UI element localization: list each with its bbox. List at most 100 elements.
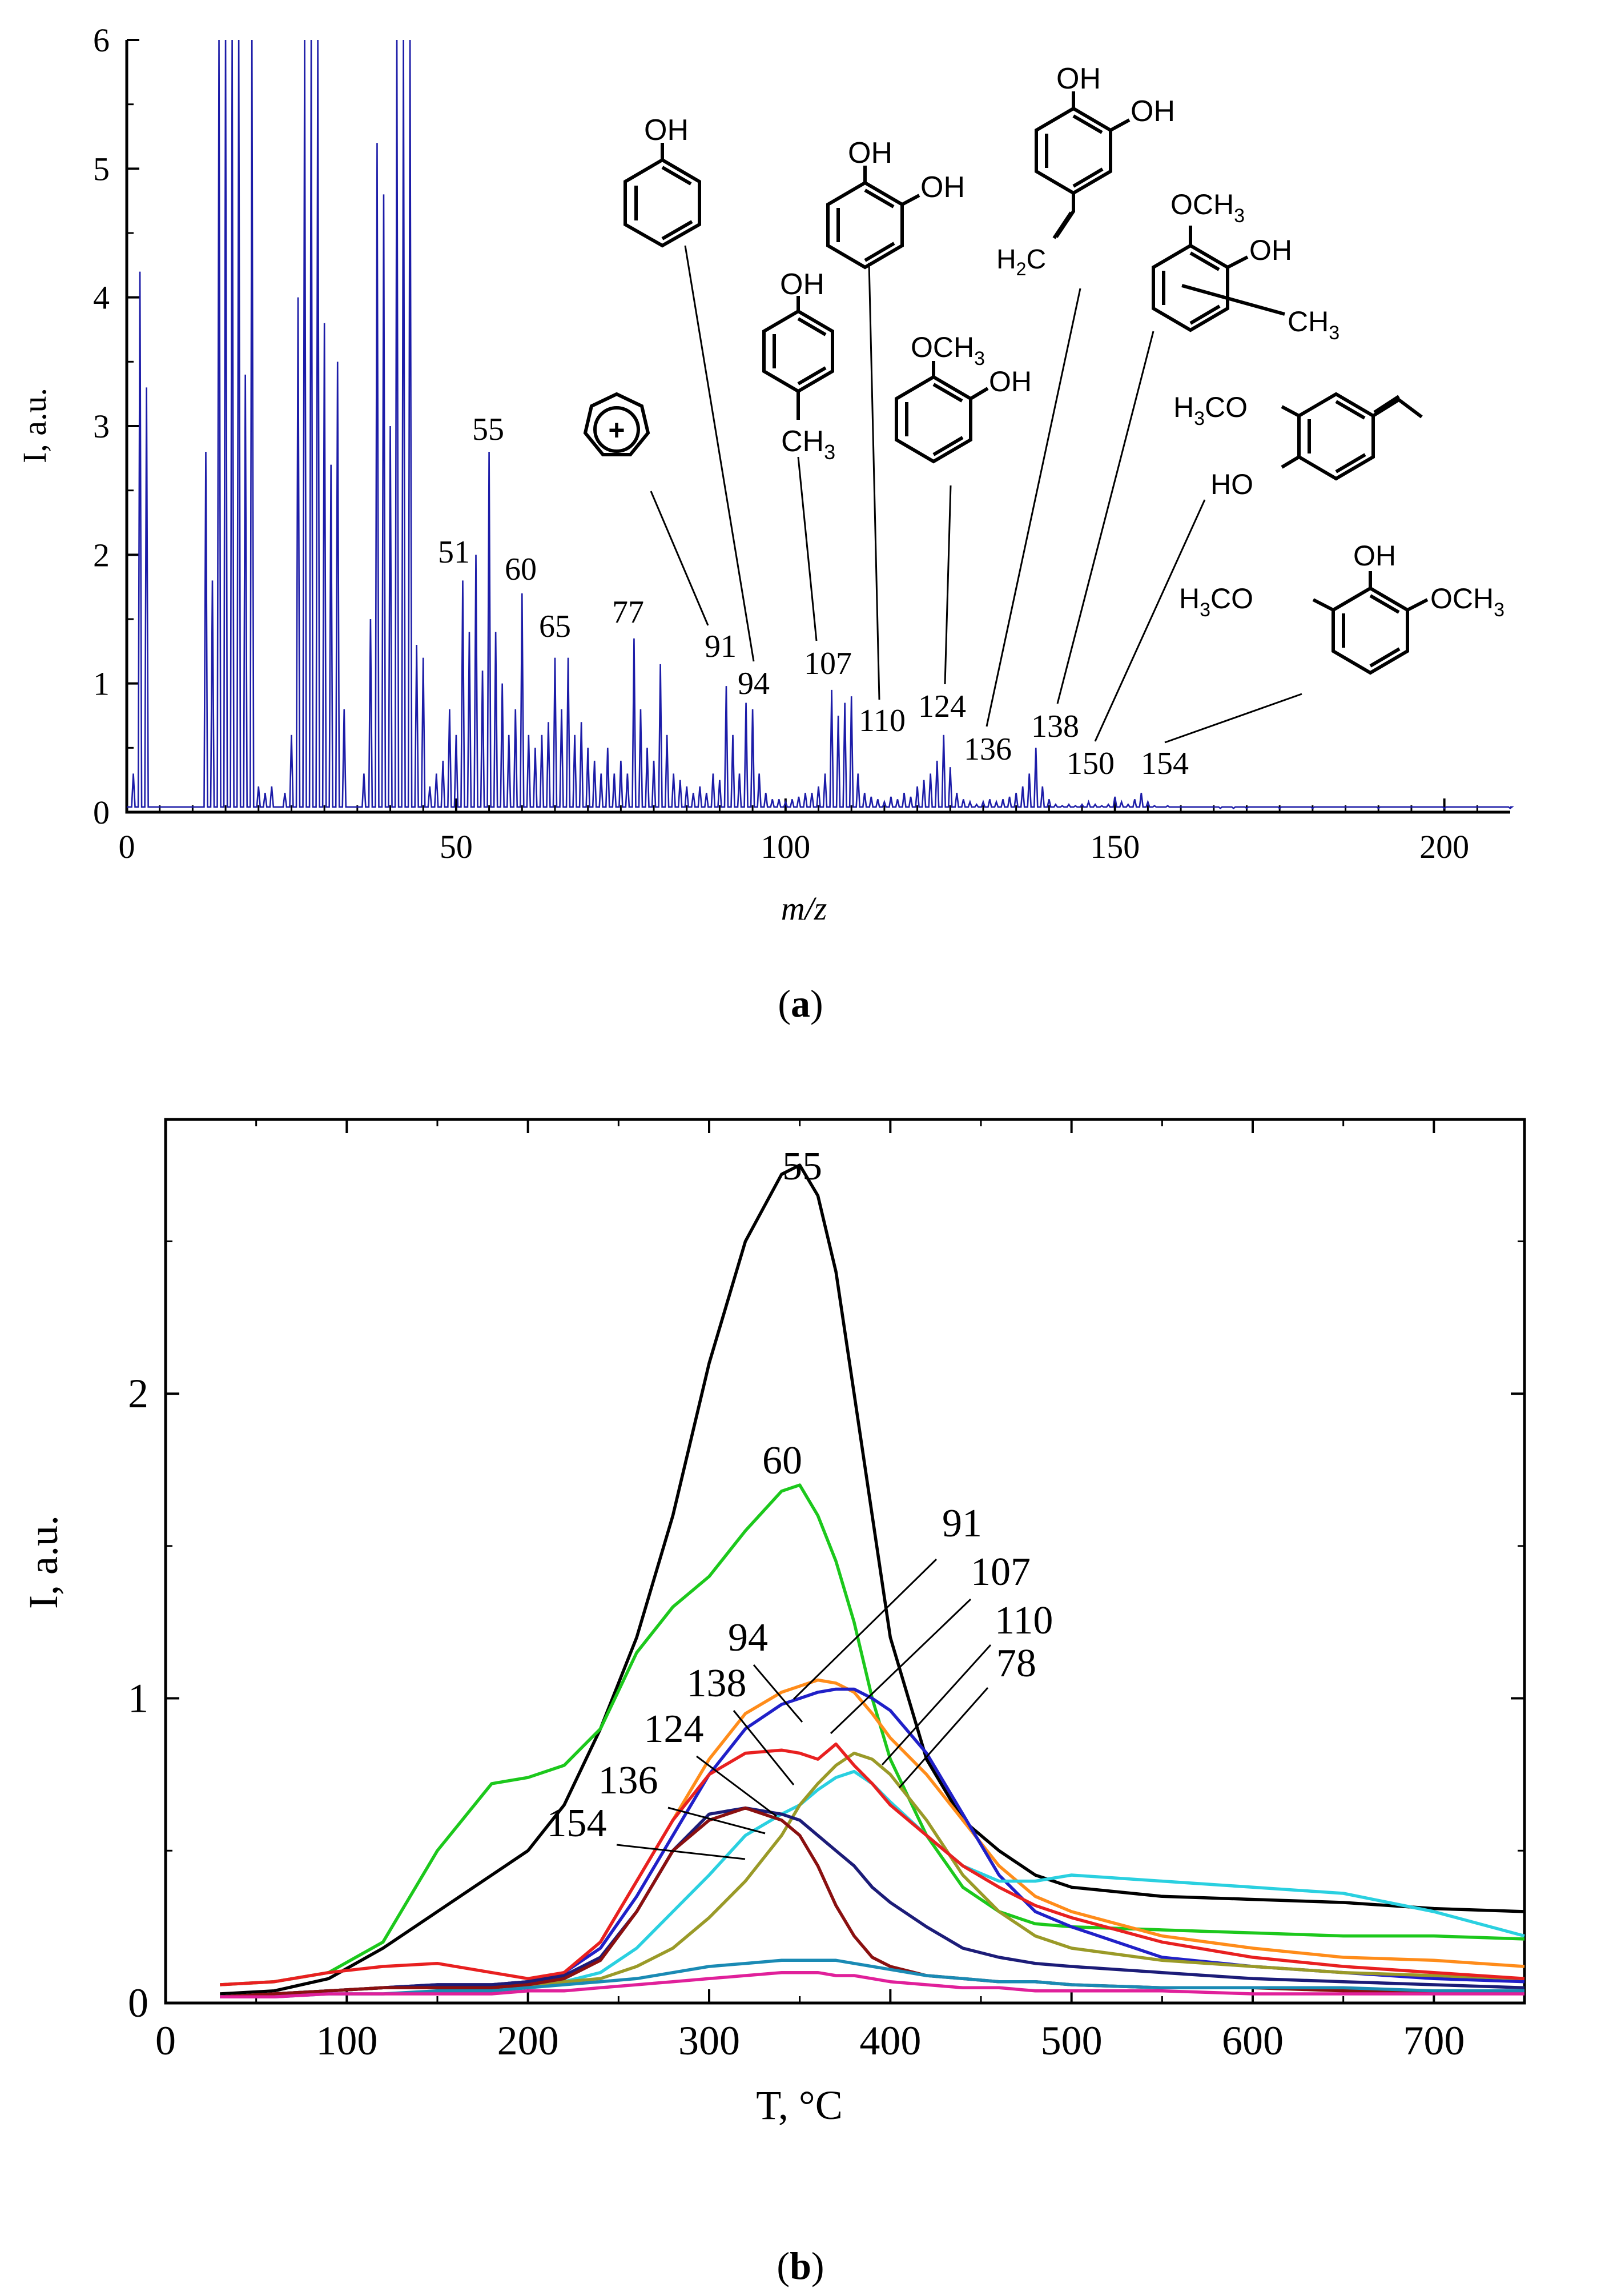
panel-a-mass-spectrum: 0 1 2 3 4 5 6 0 50 100 150 200 I, a.u. m/z (a) 55 …: [16, 22, 1514, 1025]
panel-b-x-label: T, °C: [756, 2082, 842, 2128]
curve-mz-60: [220, 1483, 1525, 1986]
leader-cresol: [797, 456, 818, 641]
syringol-h3co-label: H3CO: [1179, 583, 1253, 621]
panel-b-x-tick-label: 100: [316, 2018, 377, 2064]
panel-a-x-ticks: 0 50 100 150 200: [119, 798, 1478, 865]
methylguaiacol-structure: OCH3 OH CH3: [1152, 188, 1339, 344]
cresol-double-bonds: [773, 317, 827, 386]
panel-b-y-tick-label: 1: [128, 1676, 148, 1721]
syringol-h-text: H: [1179, 583, 1200, 615]
peak-label-51: 51: [438, 535, 470, 570]
methylguaiacol-oh-label: OH: [1249, 234, 1292, 266]
curve-mz-78: [220, 1751, 1525, 1999]
leader-138: [733, 1710, 795, 1785]
curve-label-138: 138: [687, 1661, 747, 1705]
leader-154: [616, 1844, 746, 1860]
curve-label-110: 110: [995, 1599, 1053, 1643]
curve-mz-107: [220, 1687, 1525, 1999]
phenol-double-bonds: [634, 166, 693, 240]
methylguaiacol-och3-label: OCH3: [1170, 188, 1245, 227]
leader-vinylguaiacol: [1094, 499, 1206, 742]
vinylcatechol-h-text: H: [996, 244, 1016, 275]
leader-tropylium: [650, 491, 709, 626]
leader-94: [753, 1664, 803, 1723]
methylguaiacol-substituent-bonds: [1181, 226, 1285, 316]
curve-label-78: 78: [996, 1641, 1036, 1685]
vinylcatechol-double-bonds: [1045, 114, 1104, 188]
vinylguaiacol-h-text: H: [1173, 391, 1194, 423]
panel-b-x-tick-label: 400: [859, 2018, 921, 2064]
cresol-ch3-label: CH3: [781, 425, 835, 464]
curve-label-107: 107: [971, 1550, 1031, 1594]
vinylcatechol-c-text: C: [1026, 244, 1046, 275]
leader-110: [881, 1644, 992, 1766]
panel-a-y-tick-label: 6: [93, 22, 110, 59]
catechol-oh1-label: OH: [848, 137, 892, 170]
panel-a-y-ticks: 0 1 2 3 4 5 6: [93, 22, 139, 831]
panel-b-x-tick-label: 0: [155, 2018, 176, 2064]
methylguaiacol-ch3-label: CH3: [1288, 306, 1339, 344]
peak-label-91: 91: [705, 629, 737, 664]
panel-a-caption: (a): [778, 982, 823, 1025]
panel-a-y-tick-label: 2: [93, 536, 110, 573]
panel-a-leader-lines: [650, 245, 1302, 744]
guaiacol-substituent-bonds: [932, 361, 989, 400]
leader-catechol: [868, 262, 880, 700]
panel-b-y-tick-label: 0: [128, 1980, 148, 2026]
methylguaiacol-ch3-subscript: 3: [1329, 322, 1339, 344]
panel-a-x-tick-label: 200: [1419, 828, 1469, 865]
vinylcatechol-substituent-bonds: [1052, 91, 1131, 239]
peak-label-55: 55: [472, 412, 504, 447]
methylguaiacol-ch-text: CH: [1288, 306, 1329, 338]
methylguaiacol-och-text: OCH: [1170, 188, 1234, 220]
vinylguaiacol-ho-label: HO: [1210, 468, 1253, 500]
panel-a-peak-labels: 55 51 60 65 77 91 94 107 110 124 136 138…: [438, 412, 1189, 781]
guaiacol-och-text: OCH: [911, 331, 974, 363]
panel-b-temperature-profiles: 0 1 2 0 100 200 300 400 500 600 700 I, a.u. T, °C…: [21, 1118, 1526, 2287]
syringol-och3-label: OCH3: [1430, 583, 1505, 621]
panel-a-x-tick-label: 50: [440, 828, 473, 865]
curve-label-136: 136: [598, 1759, 658, 1803]
peak-label-77: 77: [612, 595, 644, 630]
catechol-oh-bonds: [863, 166, 920, 206]
catechol-structure: OH OH: [826, 137, 965, 270]
syringol-3-subscript-a: 3: [1200, 599, 1210, 621]
panel-a-x-tick-label: 100: [761, 828, 810, 865]
curve-mz-55: [220, 1163, 1525, 1996]
panel-a-x-tick-label: 150: [1090, 828, 1140, 865]
panel-b-caption-letter: b: [790, 2244, 811, 2287]
panel-a-y-tick-label: 3: [93, 408, 110, 445]
vinylguaiacol-h3co-label: H3CO: [1173, 391, 1248, 430]
syringol-substituent-bonds: [1312, 571, 1429, 612]
cresol-oh-label: OH: [780, 268, 824, 301]
guaiacol-structure: OCH3 OH: [895, 331, 1032, 464]
leader-124: [696, 1755, 777, 1817]
leader-guaiacol: [944, 485, 952, 685]
panel-a-structures: + OH OH CH3 OH O: [583, 62, 1505, 675]
panel-b-caption: (b): [777, 2244, 824, 2287]
panel-b-frame: [164, 1118, 1526, 2005]
peak-label-65: 65: [539, 609, 571, 644]
vinylguaiacol-substituent-bonds: [1281, 395, 1423, 469]
vinylcatechol-oh1-label: OH: [1056, 62, 1101, 95]
panel-a-spectrum-plot: [127, 39, 1514, 809]
cresol-ch-text: CH: [781, 425, 824, 458]
panel-b-x-tick-label: 700: [1403, 2018, 1465, 2064]
curve-label-94: 94: [728, 1616, 768, 1660]
panel-a-y-label: I, a.u.: [16, 388, 53, 463]
syringol-double-bonds: [1342, 594, 1401, 668]
leader-syringol: [1164, 693, 1302, 744]
peak-label-110: 110: [859, 703, 906, 738]
guaiacol-och3-label: OCH3: [911, 331, 985, 370]
leader-78: [898, 1687, 989, 1788]
peak-label-107: 107: [804, 646, 852, 681]
syringol-co-text: CO: [1210, 583, 1253, 615]
curve-label-91: 91: [942, 1502, 982, 1546]
cresol-structure: OH CH3: [762, 268, 835, 464]
tropylium-structure: +: [583, 392, 650, 456]
phenol-structure: OH: [623, 114, 701, 248]
panel-a-x-tick-label: 0: [119, 828, 135, 865]
guaiacol-oh-label: OH: [989, 366, 1032, 398]
vinylguaiacol-co-text: CO: [1205, 391, 1248, 423]
